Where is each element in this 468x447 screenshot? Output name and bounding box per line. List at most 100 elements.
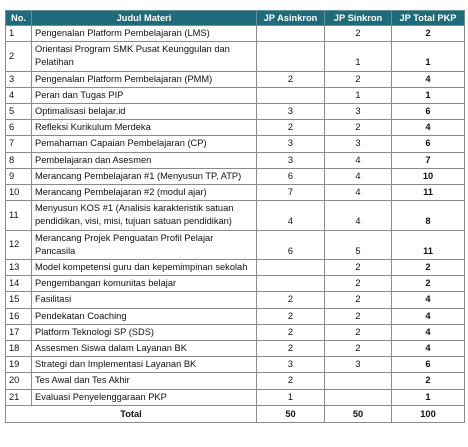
jp-asinkron: 3 xyxy=(256,103,325,121)
jp-total: 1 xyxy=(391,86,465,105)
jp-total: 2 xyxy=(391,24,465,43)
jp-total: 1 xyxy=(391,388,465,406)
table-row: 12 Merancang Projek Penguatan Profil Pela… xyxy=(5,229,465,261)
row-title: Platform Teknologi SP (SDS) xyxy=(31,323,257,342)
table-row: 3 Pengenalan Platform Pembelajaran (PMM) 2… xyxy=(5,70,465,88)
header-row: No. Judul Materi JP Asinkron JP Sinkron JP T… xyxy=(5,10,465,26)
jp-asinkron: 2 xyxy=(256,119,325,137)
table-row: 20 Tes Awal dan Tes Akhir 2 2 xyxy=(5,372,465,390)
table-row: 15 Fasilitasi 2 2 4 xyxy=(5,291,465,309)
row-title: Model kompetensi guru dan kepemimpinan s… xyxy=(31,259,257,277)
jp-sinkron: 4 xyxy=(324,151,392,169)
jp-total: 10 xyxy=(391,167,465,186)
jp-total: 2 xyxy=(391,372,465,390)
row-title: Pembelajaran dan Asesmen xyxy=(31,151,257,169)
jp-asinkron xyxy=(256,41,325,72)
jp-total: 4 xyxy=(391,323,465,342)
jp-sinkron: 2 xyxy=(324,70,392,88)
row-title: Optimalisasi belajar.id xyxy=(31,103,257,121)
table-row: 5 Optimalisasi belajar.id 3 3 6 xyxy=(5,103,465,121)
total-total: 100 xyxy=(391,404,465,423)
jp-asinkron: 3 xyxy=(256,151,325,169)
total-asinkron: 50 xyxy=(256,404,325,423)
total-row: Total 50 50 100 xyxy=(5,404,465,423)
row-title: Pengembangan komunitas belajar xyxy=(31,275,257,293)
table-row: 19 Strategi dan Implementasi Layanan BK 3 3… xyxy=(5,356,465,374)
table-row: 4 Peran dan Tugas PIP 1 1 xyxy=(5,86,465,105)
jp-sinkron: 2 xyxy=(324,340,392,358)
row-title: Peran dan Tugas PIP xyxy=(31,86,257,105)
header-cell: JP Sinkron xyxy=(324,10,392,26)
row-title: Merancang Projek Penguatan Profil Pelaja… xyxy=(31,229,257,261)
jp-total: 11 xyxy=(391,184,465,202)
row-number: 15 xyxy=(5,291,32,309)
jp-sinkron xyxy=(324,388,392,406)
jp-sinkron: 2 xyxy=(324,323,392,342)
jp-asinkron: 3 xyxy=(256,135,325,153)
table-wrap: No. Judul Materi JP Asinkron JP Sinkron JP T… xyxy=(5,10,465,423)
row-title: Orientasi Program SMK Pusat Keunggulan d… xyxy=(31,41,257,72)
jp-total: 4 xyxy=(391,70,465,88)
row-number: 3 xyxy=(5,70,32,88)
jp-sinkron: 3 xyxy=(324,135,392,153)
jp-asinkron: 3 xyxy=(256,356,325,374)
row-title: Pendekatan Coaching xyxy=(31,307,257,325)
jp-total: 1 xyxy=(391,41,465,72)
table-row: 6 Refleksi Kurikulum Merdeka 2 2 4 xyxy=(5,119,465,137)
total-label: Total xyxy=(5,404,257,423)
row-title: Tes Awal dan Tes Akhir xyxy=(31,372,257,390)
header-cell: No. xyxy=(5,10,32,26)
jp-total: 4 xyxy=(391,119,465,137)
row-number: 13 xyxy=(5,259,32,277)
total-sinkron: 50 xyxy=(324,404,392,423)
table-row: 2 Orientasi Program SMK Pusat Keunggulan … xyxy=(5,41,465,72)
jp-asinkron: 2 xyxy=(256,323,325,342)
jp-asinkron xyxy=(256,275,325,293)
row-number: 11 xyxy=(5,200,32,231)
jp-total: 6 xyxy=(391,135,465,153)
jp-total: 7 xyxy=(391,151,465,169)
jp-asinkron xyxy=(256,86,325,105)
table-row: 1 Pengenalan Platform Pembelajaran (LMS) 2… xyxy=(5,24,465,43)
row-title: Evaluasi Penyelenggaraan PKP xyxy=(31,388,257,406)
row-number: 17 xyxy=(5,323,32,342)
table-row: 10 Merancang Pembelajaran #2 (modul ajar)… xyxy=(5,184,465,202)
row-title: Pengenalan Platform Pembelajaran (LMS) xyxy=(31,24,257,43)
jp-asinkron: 2 xyxy=(256,291,325,309)
table-row: 21 Evaluasi Penyelenggaraan PKP 1 1 xyxy=(5,388,465,406)
jp-total: 4 xyxy=(391,307,465,325)
jp-sinkron: 2 xyxy=(324,259,392,277)
jp-asinkron: 7 xyxy=(256,184,325,202)
row-number: 14 xyxy=(5,275,32,293)
row-number: 7 xyxy=(5,135,32,153)
jp-sinkron: 2 xyxy=(324,291,392,309)
row-title: Pemahaman Capaian Pembelajaran (CP) xyxy=(31,135,257,153)
table-row: 11 Menyusun KOS #1 (Analisis karakteristi… xyxy=(5,200,465,231)
jp-sinkron: 4 xyxy=(324,167,392,186)
row-title: Pengenalan Platform Pembelajaran (PMM) xyxy=(31,70,257,88)
jp-sinkron: 1 xyxy=(324,41,392,72)
jp-total: 11 xyxy=(391,229,465,261)
jp-sinkron: 4 xyxy=(324,184,392,202)
jp-sinkron: 2 xyxy=(324,119,392,137)
jp-total: 4 xyxy=(391,291,465,309)
row-number: 4 xyxy=(5,86,32,105)
jp-asinkron: 2 xyxy=(256,372,325,390)
jp-asinkron: 6 xyxy=(256,229,325,261)
jp-sinkron: 1 xyxy=(324,86,392,105)
jp-asinkron: 2 xyxy=(256,70,325,88)
table: No. Judul Materi JP Asinkron JP Sinkron JP T… xyxy=(5,10,465,423)
row-number: 6 xyxy=(5,119,32,137)
jp-sinkron: 4 xyxy=(324,200,392,231)
table-row: 17 Platform Teknologi SP (SDS) 2 2 4 xyxy=(5,323,465,342)
row-number: 10 xyxy=(5,184,32,202)
jp-asinkron xyxy=(256,259,325,277)
jp-asinkron xyxy=(256,24,325,43)
row-title: Menyusun KOS #1 (Analisis karakteristik … xyxy=(31,200,257,231)
table-row: 16 Pendekatan Coaching 2 2 4 xyxy=(5,307,465,325)
table-body: 1 Pengenalan Platform Pembelajaran (LMS) 2… xyxy=(5,24,465,423)
jp-total: 8 xyxy=(391,200,465,231)
jp-total: 4 xyxy=(391,340,465,358)
jp-sinkron: 3 xyxy=(324,103,392,121)
